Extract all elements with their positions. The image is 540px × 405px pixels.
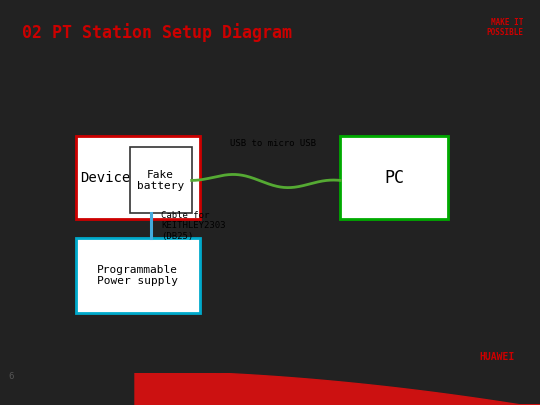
FancyBboxPatch shape [76,136,200,219]
Text: Testing with fake battery.  Devices are with external  battery: Testing with fake battery. Devices are w… [32,72,389,81]
Text: USB to micro USB: USB to micro USB [230,139,315,148]
Polygon shape [135,371,540,405]
Text: Fake
battery: Fake battery [137,170,184,191]
FancyBboxPatch shape [76,238,200,313]
Text: Device: Device [80,171,131,185]
FancyBboxPatch shape [130,147,192,213]
Text: PC: PC [384,168,404,187]
Text: MAKE IT
POSSIBLE: MAKE IT POSSIBLE [487,17,524,37]
Text: Mode 2:: Mode 2: [32,53,73,63]
Text: Programmable
Power supply: Programmable Power supply [97,265,178,286]
Text: HUAWEI: HUAWEI [479,352,515,362]
Text: Cable for
KEITHLEY2303
(DB25): Cable for KEITHLEY2303 (DB25) [161,211,226,241]
Text: 02 PT Station Setup Diagram: 02 PT Station Setup Diagram [22,23,292,42]
Text: 6: 6 [8,372,14,381]
FancyBboxPatch shape [340,136,448,219]
